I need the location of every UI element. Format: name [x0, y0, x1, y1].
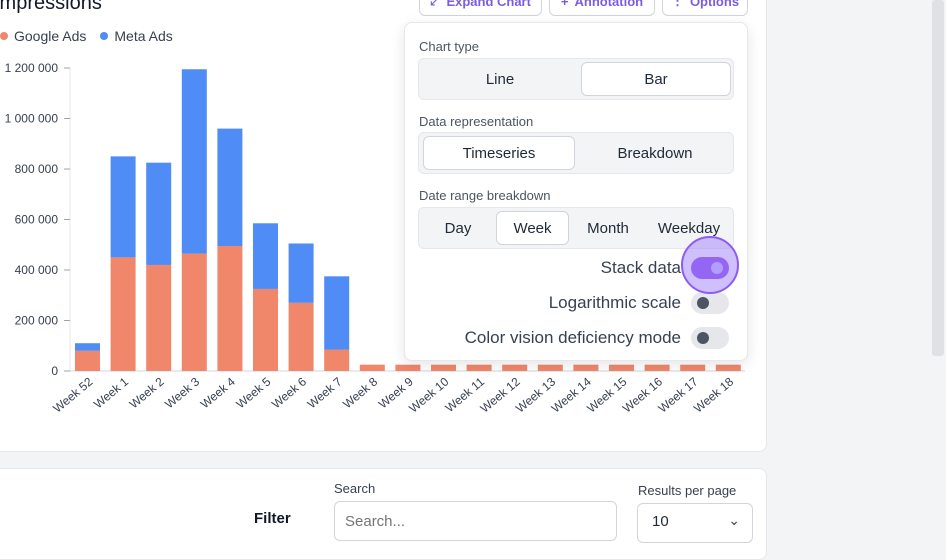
- date-range-breakdown-label: Date range breakdown: [419, 188, 551, 203]
- log-scale-label: Logarithmic scale: [548, 293, 681, 312]
- x-tick-label: Week 5: [233, 374, 273, 411]
- bar-google: [502, 364, 528, 371]
- bar-google: [680, 364, 706, 371]
- log-scale-row: Logarithmic scale: [549, 292, 729, 314]
- bar-google: [609, 364, 634, 371]
- bar-google: [181, 253, 207, 371]
- log-scale-toggle[interactable]: [691, 292, 729, 314]
- bar-google: [431, 364, 456, 371]
- results-per-page-value: 10: [652, 513, 669, 530]
- chart-type-segmented: Line Bar: [418, 58, 734, 100]
- chart-type-label: Chart type: [419, 39, 479, 54]
- bar-google: [324, 349, 350, 371]
- data-rep-breakdown[interactable]: Breakdown: [617, 144, 693, 162]
- bar-meta: [324, 276, 350, 350]
- x-tick-label: Week 7: [305, 374, 345, 411]
- bar-google: [466, 364, 492, 371]
- bar-google: [217, 246, 243, 371]
- bar-google: [715, 364, 741, 371]
- range-week[interactable]: Week: [496, 211, 569, 245]
- bar-google: [359, 364, 385, 371]
- chart-title: Impressions: [0, 0, 102, 14]
- click-highlight: [681, 236, 739, 294]
- y-tick-label: 0: [51, 364, 58, 378]
- x-tick-label: Week 52: [50, 374, 95, 415]
- bar-google: [644, 364, 670, 371]
- y-tick-label: 1 000 000: [5, 112, 59, 126]
- range-weekday[interactable]: Weekday: [657, 219, 721, 237]
- expand-chart-button[interactable]: ⤢ Expand Chart: [419, 0, 542, 16]
- kebab-icon: ⋮: [670, 0, 684, 8]
- x-tick-label: Week 2: [127, 374, 167, 411]
- expand-icon: ⤢: [430, 0, 441, 8]
- data-representation-segmented: Timeseries Breakdown: [418, 132, 734, 174]
- legend-item-meta[interactable]: Meta Ads: [100, 28, 173, 44]
- bar-meta: [75, 343, 100, 351]
- bar-google: [573, 364, 599, 371]
- y-tick-label: 800 000: [15, 162, 59, 176]
- x-tick-label: Week 4: [198, 374, 238, 411]
- y-tick-label: 600 000: [15, 213, 59, 227]
- data-rep-timeseries[interactable]: Timeseries: [423, 136, 575, 170]
- bar-meta: [146, 162, 172, 265]
- date-range-segmented: Day Week Month Weekday: [418, 207, 734, 249]
- annotation-button[interactable]: + Annotation: [549, 0, 655, 16]
- chart-options-popover: Chart type Line Bar Data representation …: [404, 22, 748, 361]
- toggle-knob: [697, 332, 709, 344]
- options-button[interactable]: ⋮ Options: [662, 0, 748, 16]
- bar-meta: [110, 156, 136, 258]
- chevron-down-icon: ⌄: [728, 512, 740, 528]
- bar-google: [253, 288, 278, 371]
- stack-data-label: Stack data: [600, 258, 681, 277]
- y-tick-label: 1 200 000: [5, 61, 59, 75]
- bar-google: [75, 350, 100, 371]
- bar-google: [395, 364, 421, 371]
- y-tick-label: 400 000: [15, 263, 59, 277]
- cvd-mode-row: Color vision deficiency mode: [465, 327, 729, 349]
- range-month[interactable]: Month: [587, 219, 629, 237]
- search-input[interactable]: [334, 501, 617, 541]
- bar-chart: 0 200 000 400 000 600 000 800 000 1 000 000 1 …: [5, 61, 745, 416]
- x-tick-label: Week 8: [340, 374, 380, 411]
- cvd-mode-label: Color vision deficiency mode: [464, 328, 681, 347]
- x-tick-label: Week 10: [406, 374, 451, 415]
- y-tick-label: 200 000: [15, 314, 59, 328]
- plus-icon: +: [560, 0, 569, 9]
- chart-type-line[interactable]: Line: [485, 70, 515, 88]
- legend-dot-google: [0, 32, 8, 40]
- range-day[interactable]: Day: [444, 219, 472, 237]
- bar-google: [146, 264, 172, 371]
- results-per-page-select[interactable]: 10 ⌄: [637, 503, 753, 543]
- bar-meta: [181, 69, 207, 254]
- results-per-page-label: Results per page: [638, 483, 737, 498]
- bar-meta: [253, 223, 278, 289]
- page-scrollbar[interactable]: [930, 0, 946, 528]
- bar-meta: [288, 243, 314, 303]
- x-tick-label: Week 18: [691, 374, 736, 415]
- bar-google: [288, 302, 314, 371]
- bar-meta: [217, 128, 243, 247]
- scrollbar-thumb[interactable]: [932, 0, 944, 356]
- chart-type-bar[interactable]: Bar: [581, 62, 731, 96]
- search-label: Search: [334, 481, 376, 496]
- bar-google: [537, 364, 563, 371]
- cvd-mode-toggle[interactable]: [691, 327, 729, 349]
- chart-legend: Google Ads Meta Ads: [0, 28, 173, 44]
- data-representation-label: Data representation: [419, 114, 534, 129]
- legend-item-google[interactable]: Google Ads: [0, 28, 86, 44]
- legend-dot-meta: [100, 32, 109, 40]
- bar-google: [110, 257, 136, 371]
- filter-label: Filter: [254, 510, 291, 527]
- x-tick-label: Week 3: [162, 374, 202, 411]
- toggle-knob: [697, 297, 709, 309]
- x-tick-label: Week 6: [269, 374, 309, 411]
- x-tick-label: Week 1: [91, 374, 131, 411]
